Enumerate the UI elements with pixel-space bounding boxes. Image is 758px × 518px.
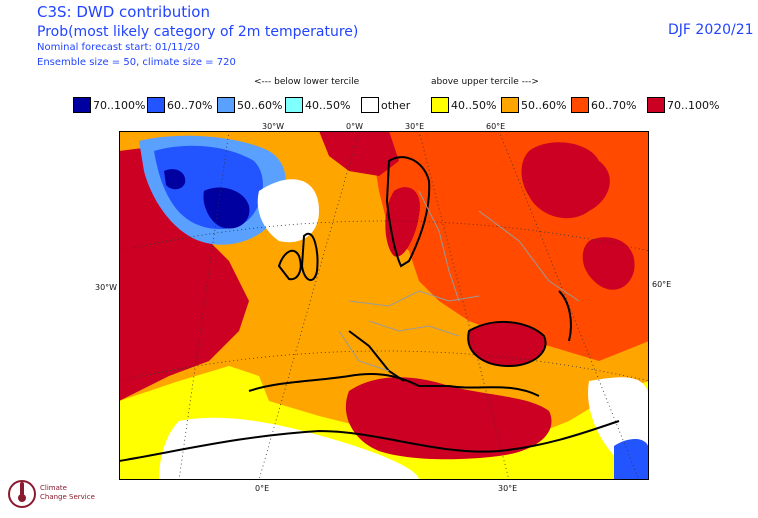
region-white-south xyxy=(159,417,419,480)
region-darkred-scand xyxy=(385,187,420,257)
legend: 70..100% 60..70% 50..60% 40..50% other 40..50… xyxy=(73,97,733,115)
axis-bottom-30e: 30°E xyxy=(498,484,518,493)
probability-map xyxy=(119,131,649,480)
map-title: C3S: DWD contribution xyxy=(37,3,210,21)
region-darkred-ne xyxy=(521,142,610,219)
legend-label: other xyxy=(381,98,411,112)
region-darkred-e xyxy=(582,237,635,290)
legend-item: 40..50% xyxy=(285,97,350,113)
legend-swatch xyxy=(73,97,91,113)
axis-right-60e: 60°E xyxy=(652,280,672,289)
logo-line1: Climate xyxy=(40,484,67,492)
axis-left-30w: 30°W xyxy=(95,283,118,292)
legend-item: 60..70% xyxy=(147,97,212,113)
legend-swatch xyxy=(571,97,589,113)
country-borders xyxy=(338,190,580,372)
axis-top-30e: 30°E xyxy=(405,122,425,131)
legend-label: 50..60% xyxy=(521,98,567,112)
legend-item: 60..70% xyxy=(571,97,636,113)
axis-top-30w: 30°W xyxy=(262,122,285,131)
region-darkred-west xyxy=(119,146,249,401)
legend-label: 60..70% xyxy=(591,98,637,112)
legend-item: 50..60% xyxy=(501,97,566,113)
axis-top-60e: 60°E xyxy=(486,122,506,131)
legend-label: 60..70% xyxy=(167,98,213,112)
legend-item: 50..60% xyxy=(217,97,282,113)
legend-below-header: <--- below lower tercile xyxy=(254,77,360,87)
forecast-start-label: Nominal forecast start: 01/11/20 xyxy=(37,42,200,53)
legend-above-header: above upper tercile ---> xyxy=(431,77,539,87)
coastlines xyxy=(119,156,620,462)
copernicus-logo: Climate Change Service xyxy=(6,474,116,514)
region-darkred-blacksea xyxy=(468,321,546,366)
region-darkred-north xyxy=(319,131,399,176)
axis-top-0w: 0°W xyxy=(346,122,363,131)
legend-label: 40..50% xyxy=(451,98,497,112)
graticule xyxy=(119,131,649,480)
legend-swatch xyxy=(647,97,665,113)
legend-swatch xyxy=(285,97,303,113)
legend-item: other xyxy=(361,97,410,113)
legend-item: 40..50% xyxy=(431,97,496,113)
legend-swatch xyxy=(431,97,449,113)
legend-item: 70..100% xyxy=(73,97,145,113)
logo-line2: Change Service xyxy=(40,493,95,501)
ensemble-size-label: Ensemble size = 50, climate size = 720 xyxy=(37,57,236,68)
legend-label: 50..60% xyxy=(237,98,283,112)
region-darkblue xyxy=(203,187,250,229)
region-darkred-med xyxy=(345,377,552,460)
season-label: DJF 2020/21 xyxy=(668,22,754,38)
axis-bottom-0e: 0°E xyxy=(255,484,270,493)
legend-swatch xyxy=(361,97,379,113)
legend-swatch xyxy=(501,97,519,113)
legend-swatch xyxy=(147,97,165,113)
legend-swatch xyxy=(217,97,235,113)
region-darkblue-2 xyxy=(164,169,186,190)
thermometer-logo-icon xyxy=(8,480,36,508)
legend-label: 70..100% xyxy=(667,98,720,112)
map-subtitle: Prob(most likely category of 2m temperat… xyxy=(37,24,359,40)
legend-label: 70..100% xyxy=(93,98,146,112)
legend-item: 70..100% xyxy=(647,97,719,113)
legend-label: 40..50% xyxy=(305,98,351,112)
region-blue-se xyxy=(614,439,649,480)
